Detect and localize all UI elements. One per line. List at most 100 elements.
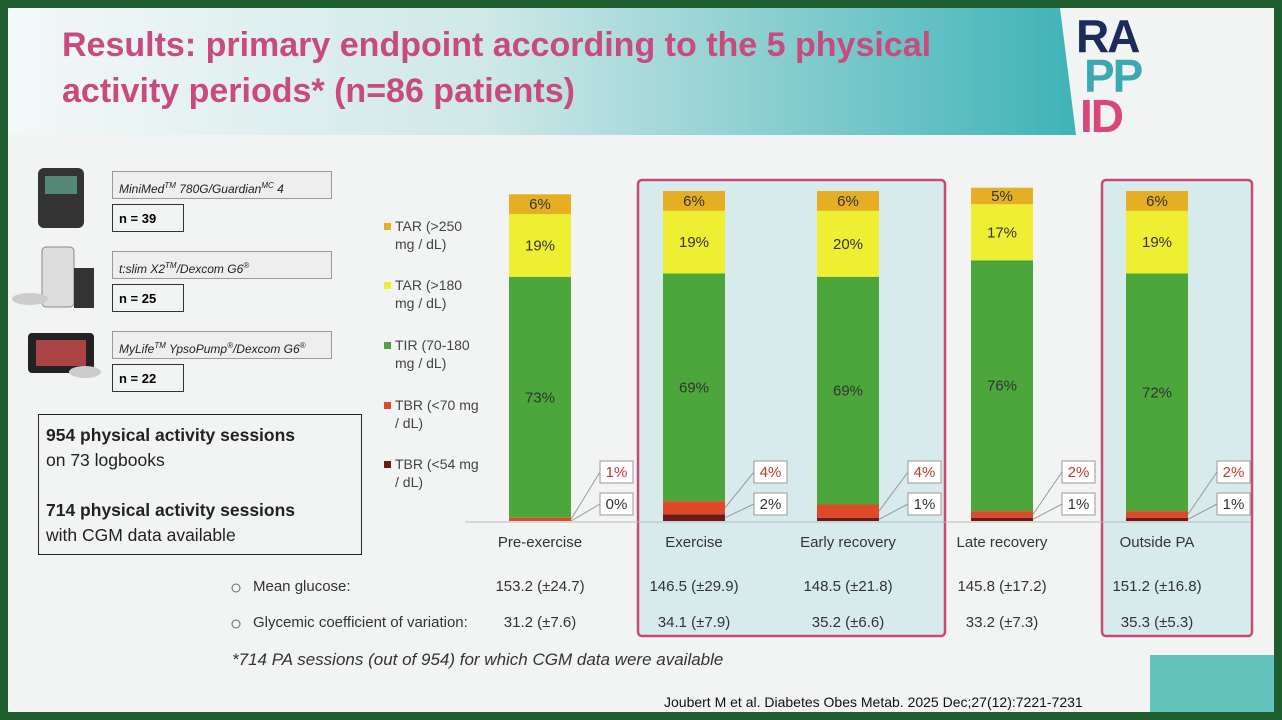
- data-label: 4%: [760, 464, 782, 481]
- data-label: 2%: [1068, 464, 1090, 481]
- data-label: 5%: [991, 188, 1013, 205]
- category-label: Late recovery: [956, 534, 1048, 551]
- bullet: [231, 583, 241, 593]
- legend-label: TBR (<70 mg / dL): [395, 397, 479, 431]
- text: /Dexcom G6: [176, 262, 244, 276]
- bar-segment: [663, 273, 725, 502]
- device-name: MiniMedTM 780G/GuardianMC 4: [112, 171, 332, 199]
- callout-box: [599, 460, 634, 484]
- stat-value: 34.1 (±7.9): [657, 614, 731, 631]
- bar-segment: [817, 504, 879, 518]
- data-label: 1%: [914, 496, 936, 513]
- stat-value: 33.2 (±7.3): [965, 614, 1039, 631]
- bar-segment: [817, 191, 879, 211]
- bullet: [231, 619, 241, 629]
- callout-line: [724, 503, 755, 519]
- stat-value: 145.8 (±17.2): [957, 578, 1047, 595]
- data-label: 6%: [837, 193, 859, 210]
- stat-value: 153.2 (±24.7): [495, 578, 585, 595]
- data-label: 19%: [679, 234, 709, 251]
- text: 780G/Guardian: [175, 182, 262, 196]
- device-1: [38, 168, 84, 228]
- data-label: 0%: [606, 496, 628, 513]
- callout-box: [907, 460, 942, 484]
- device-n: n = 22: [112, 364, 184, 392]
- stat-label: Glycemic coefficient of variation:: [253, 614, 468, 631]
- callout-line: [570, 503, 601, 522]
- device-2: [12, 246, 94, 308]
- callout-line: [1032, 471, 1063, 515]
- text: MiniMed: [119, 182, 165, 196]
- legend-label: TBR (<54 mg / dL): [395, 456, 479, 490]
- callout-box: [1216, 492, 1251, 516]
- bar-segment: [1126, 210, 1188, 274]
- bar-segment: [1126, 517, 1188, 521]
- stat-value: 148.5 (±21.8): [803, 578, 893, 595]
- text: /Dexcom G6: [232, 342, 300, 356]
- text: 4: [273, 182, 284, 196]
- category-label: Early recovery: [800, 534, 896, 551]
- bar-segment: [817, 210, 879, 277]
- stat-label: Mean glucose:: [253, 578, 351, 595]
- superscript: TM: [164, 181, 176, 190]
- bar-segment: [509, 517, 571, 521]
- callout-line: [878, 471, 909, 512]
- superscript: ®: [227, 341, 233, 350]
- superscript: ®: [243, 261, 250, 270]
- data-label: 2%: [1223, 464, 1245, 481]
- bar-segment: [971, 260, 1033, 512]
- bar-segment: [509, 214, 571, 277]
- bar-segment: [663, 191, 725, 211]
- slide-title: Results: primary endpoint according to t…: [62, 26, 932, 110]
- text: t:slim X2: [119, 262, 166, 276]
- data-label: 19%: [525, 237, 555, 254]
- callout-line: [1032, 503, 1063, 520]
- callout-box: [1061, 460, 1096, 484]
- text: YpsoPump: [165, 342, 228, 356]
- bar-segment: [509, 276, 571, 518]
- data-label: 6%: [683, 193, 705, 210]
- text: with CGM data available: [46, 525, 236, 545]
- citation: Joubert M et al. Diabetes Obes Metab. 20…: [664, 694, 1083, 710]
- device-3: [28, 333, 101, 378]
- legend-swatch: [384, 223, 391, 230]
- category-label: Pre-exercise: [497, 534, 583, 551]
- data-label: 69%: [679, 379, 709, 396]
- corner-decor: [1150, 655, 1274, 712]
- data-label: 19%: [1142, 234, 1172, 251]
- bar-segment: [663, 514, 725, 521]
- text: 714 physical activity sessions: [46, 500, 296, 520]
- stat-value: 35.2 (±6.6): [811, 614, 885, 631]
- bar-segment: [1126, 511, 1188, 518]
- device-n: n = 39: [112, 204, 184, 232]
- footnote: *714 PA sessions (out of 954) for which …: [232, 650, 724, 669]
- data-label: 20%: [833, 236, 863, 253]
- stat-value: 31.2 (±7.6): [503, 614, 577, 631]
- superscript: TM: [165, 261, 177, 270]
- callout-line: [570, 471, 601, 520]
- device-n: n = 25: [112, 284, 184, 312]
- text: on 73 logbooks: [46, 450, 165, 470]
- callout-line: [1187, 471, 1218, 515]
- data-label: 4%: [914, 464, 936, 481]
- sessions-box: 954 physical activity sessions on 73 log…: [38, 414, 362, 555]
- superscript: ®: [299, 341, 306, 350]
- data-label: 1%: [1223, 496, 1245, 513]
- callout-box: [907, 492, 942, 516]
- logo: PP: [1084, 50, 1143, 102]
- header-band: [8, 8, 1076, 135]
- data-label: 6%: [1146, 193, 1168, 210]
- data-label: 1%: [1068, 496, 1090, 513]
- legend-swatch: [384, 461, 391, 468]
- category-label: Exercise: [665, 534, 723, 551]
- callout-box: [1216, 460, 1251, 484]
- bar-segment: [1126, 191, 1188, 211]
- superscript: TM: [154, 341, 166, 350]
- stat-value: 35.3 (±5.3): [1120, 614, 1194, 631]
- data-label: 69%: [833, 383, 863, 400]
- callout-line: [724, 471, 755, 509]
- data-label: 76%: [987, 378, 1017, 395]
- legend-swatch: [384, 282, 391, 289]
